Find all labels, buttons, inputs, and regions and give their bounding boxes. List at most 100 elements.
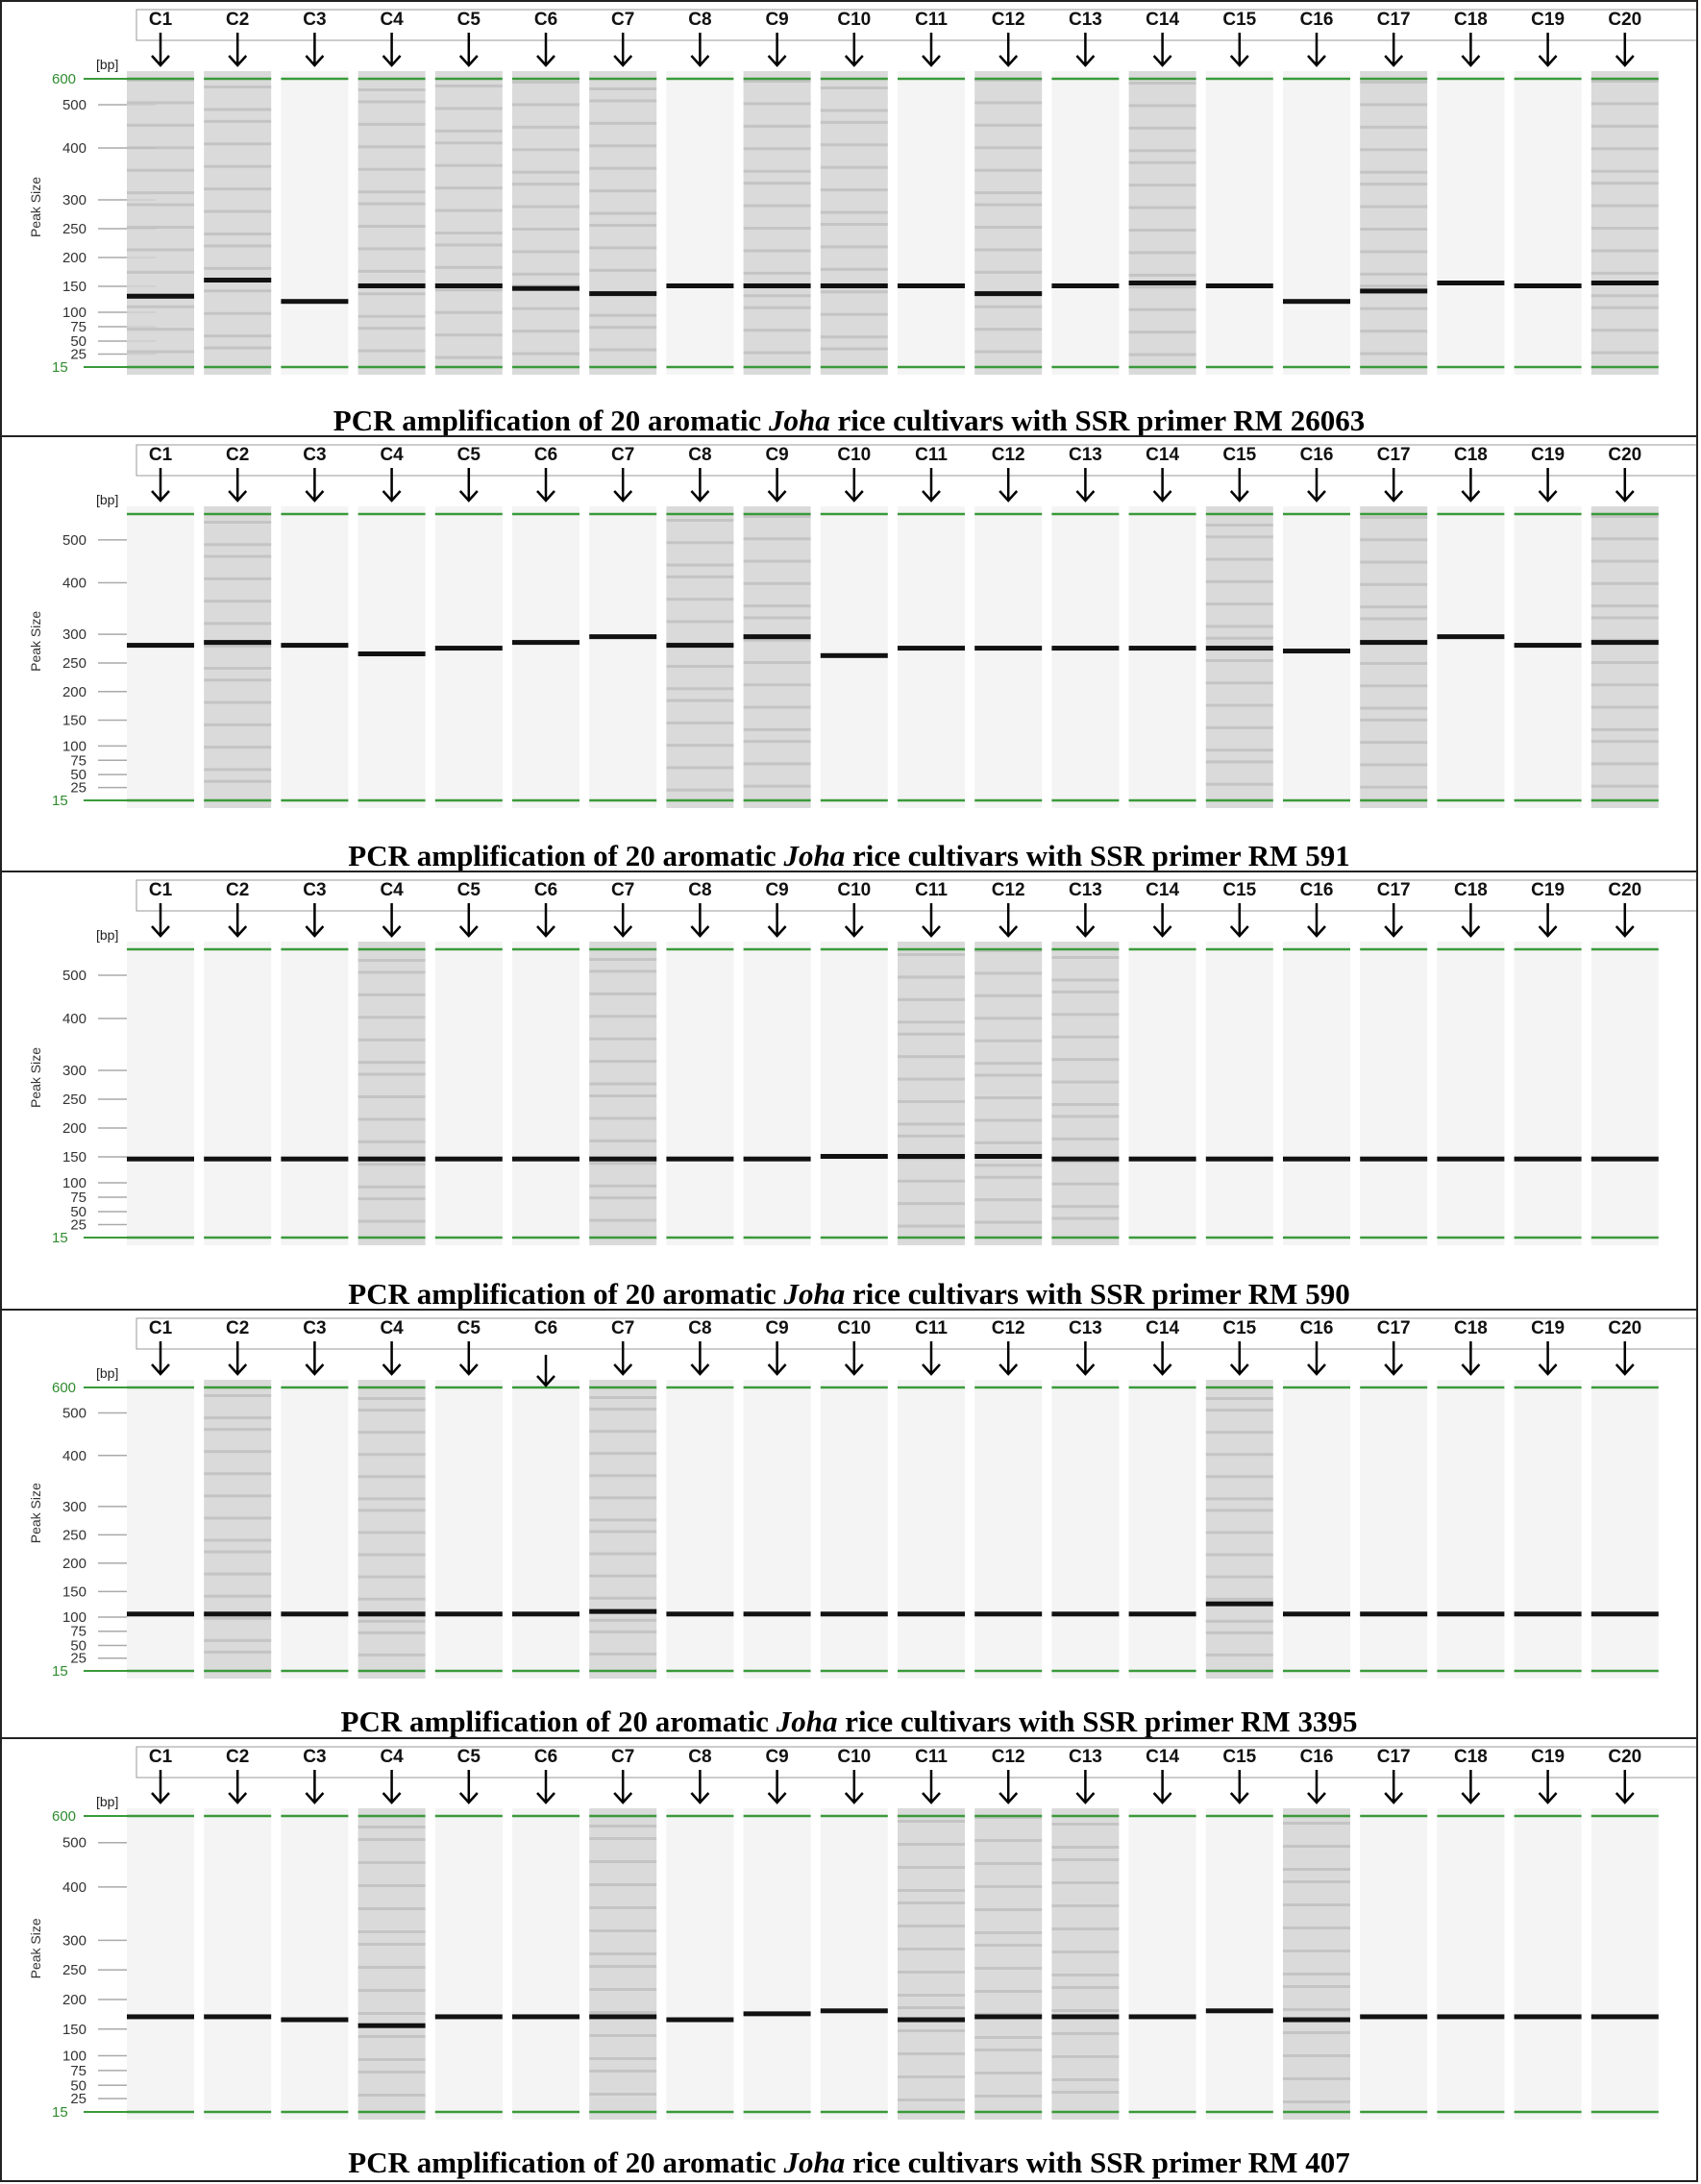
smear-streak xyxy=(1590,80,1659,83)
smear-streak xyxy=(204,1394,272,1397)
smear-streak xyxy=(743,147,811,151)
smear-streak xyxy=(898,1902,965,1904)
lane-label-C4: C4 xyxy=(380,1318,404,1338)
smear-streak xyxy=(1205,636,1273,640)
smear-streak xyxy=(1051,1013,1120,1017)
smear-streak xyxy=(204,700,272,704)
smear-streak xyxy=(434,85,503,87)
lane-bg-C6 xyxy=(512,1808,579,2120)
smear-streak xyxy=(820,290,888,294)
band-C12 xyxy=(974,1611,1043,1617)
lane-label-C11: C11 xyxy=(915,1747,948,1767)
lane-bg-C14 xyxy=(1128,942,1196,1245)
smear-streak xyxy=(1590,204,1659,208)
smear-streak xyxy=(512,330,579,333)
smear-streak xyxy=(1051,990,1120,994)
smear-streak xyxy=(898,1224,965,1228)
smear-streak xyxy=(589,969,657,973)
lane-bg-C14 xyxy=(1128,1808,1196,2120)
smear-streak xyxy=(1205,1575,1273,1579)
smear-streak xyxy=(357,1219,426,1223)
tick-label-50: 50 xyxy=(70,333,86,350)
lane-bg-C11 xyxy=(898,506,965,808)
smear-streak xyxy=(898,2075,965,2078)
smear-streak xyxy=(204,554,272,558)
arrow-head-C4 xyxy=(382,925,402,938)
lane-label-C11: C11 xyxy=(915,880,948,900)
band-C7 xyxy=(589,2014,657,2020)
smear-streak xyxy=(204,600,272,603)
lane-bg-C3 xyxy=(281,1380,349,1679)
smear-streak xyxy=(434,288,503,292)
smear-streak xyxy=(1283,1822,1350,1825)
smear-streak xyxy=(666,699,734,702)
smear-streak xyxy=(357,292,426,296)
smear-streak xyxy=(743,271,811,275)
arrow-head-C2 xyxy=(228,1363,248,1376)
lane-bg-C13 xyxy=(1051,71,1120,375)
smear-streak xyxy=(1360,284,1428,288)
smear-streak xyxy=(743,102,811,106)
smear-streak xyxy=(127,328,194,331)
band-C5 xyxy=(434,646,503,651)
smear-streak xyxy=(974,1839,1043,1842)
smear-streak xyxy=(1205,1453,1273,1457)
smear-streak xyxy=(512,228,579,231)
smear-streak xyxy=(974,1118,1043,1122)
smear-streak xyxy=(357,1653,426,1656)
band-C17 xyxy=(1360,288,1428,294)
tick-label-15: 15 xyxy=(52,793,68,809)
lane-label-C18: C18 xyxy=(1454,1318,1488,1338)
smear-streak xyxy=(820,223,888,226)
arrow-head-C14 xyxy=(1152,925,1172,938)
smear-streak xyxy=(589,1552,657,1556)
lane-bg-C1 xyxy=(127,1808,194,2120)
band-C17 xyxy=(1360,2014,1428,2020)
lane-bg-C9 xyxy=(743,942,811,1245)
smear-streak xyxy=(1590,559,1659,563)
smear-streak xyxy=(204,86,272,88)
lane-bg-C10 xyxy=(820,71,888,375)
lane-bg-C2 xyxy=(204,1808,272,2120)
smear-streak xyxy=(1051,1904,1120,1907)
tick-label-200: 200 xyxy=(62,1556,86,1572)
smear-streak xyxy=(357,190,426,194)
lane-bg-C17 xyxy=(1360,942,1428,1245)
lane-bg-C16 xyxy=(1283,1380,1350,1679)
gel-image-5: [bp] Peak Size 600 500 400 300 250 200 150 100755… xyxy=(28,1746,1696,2121)
lane-label-C17: C17 xyxy=(1377,880,1411,900)
lane-label-C14: C14 xyxy=(1146,1747,1179,1767)
arrow-head-C11 xyxy=(922,1792,941,1804)
smear-streak xyxy=(1283,2077,1350,2080)
tick-label-300: 300 xyxy=(62,1932,86,1949)
smear-streak xyxy=(127,270,194,274)
lane-label-C11: C11 xyxy=(915,10,948,30)
smear-streak xyxy=(1590,581,1659,585)
lane-bg-C19 xyxy=(1514,71,1582,375)
smear-streak xyxy=(589,1988,657,1991)
smear-streak xyxy=(1128,307,1196,311)
lane-label-C12: C12 xyxy=(992,880,1025,900)
smear-streak xyxy=(974,1944,1043,1947)
lane-bg-C12 xyxy=(974,1380,1043,1679)
smear-streak xyxy=(357,314,426,318)
smear-streak xyxy=(1051,2055,1120,2058)
smear-streak xyxy=(357,1453,426,1457)
lane-label-C6: C6 xyxy=(534,1747,557,1767)
smear-streak xyxy=(898,2006,965,2009)
lane-label-C4: C4 xyxy=(380,880,404,900)
smear-streak xyxy=(1205,782,1273,786)
smear-streak xyxy=(974,2072,1043,2074)
smear-streak xyxy=(1360,81,1428,84)
band-C4 xyxy=(357,2023,426,2028)
band-C8 xyxy=(666,1611,734,1617)
lane-bg-C14 xyxy=(1128,1380,1196,1679)
unit-label: [bp] xyxy=(96,492,118,507)
smear-streak xyxy=(1051,1951,1120,1953)
smear-streak xyxy=(589,1825,657,1828)
lane-bg-C20 xyxy=(1590,1380,1659,1679)
tick-label-600: 600 xyxy=(52,1808,76,1825)
band-C12 xyxy=(974,2014,1043,2020)
panel-caption-4: PCR amplification of 20 aromatic Joha ri… xyxy=(340,1705,1358,1738)
smear-streak xyxy=(1051,2009,1120,2012)
